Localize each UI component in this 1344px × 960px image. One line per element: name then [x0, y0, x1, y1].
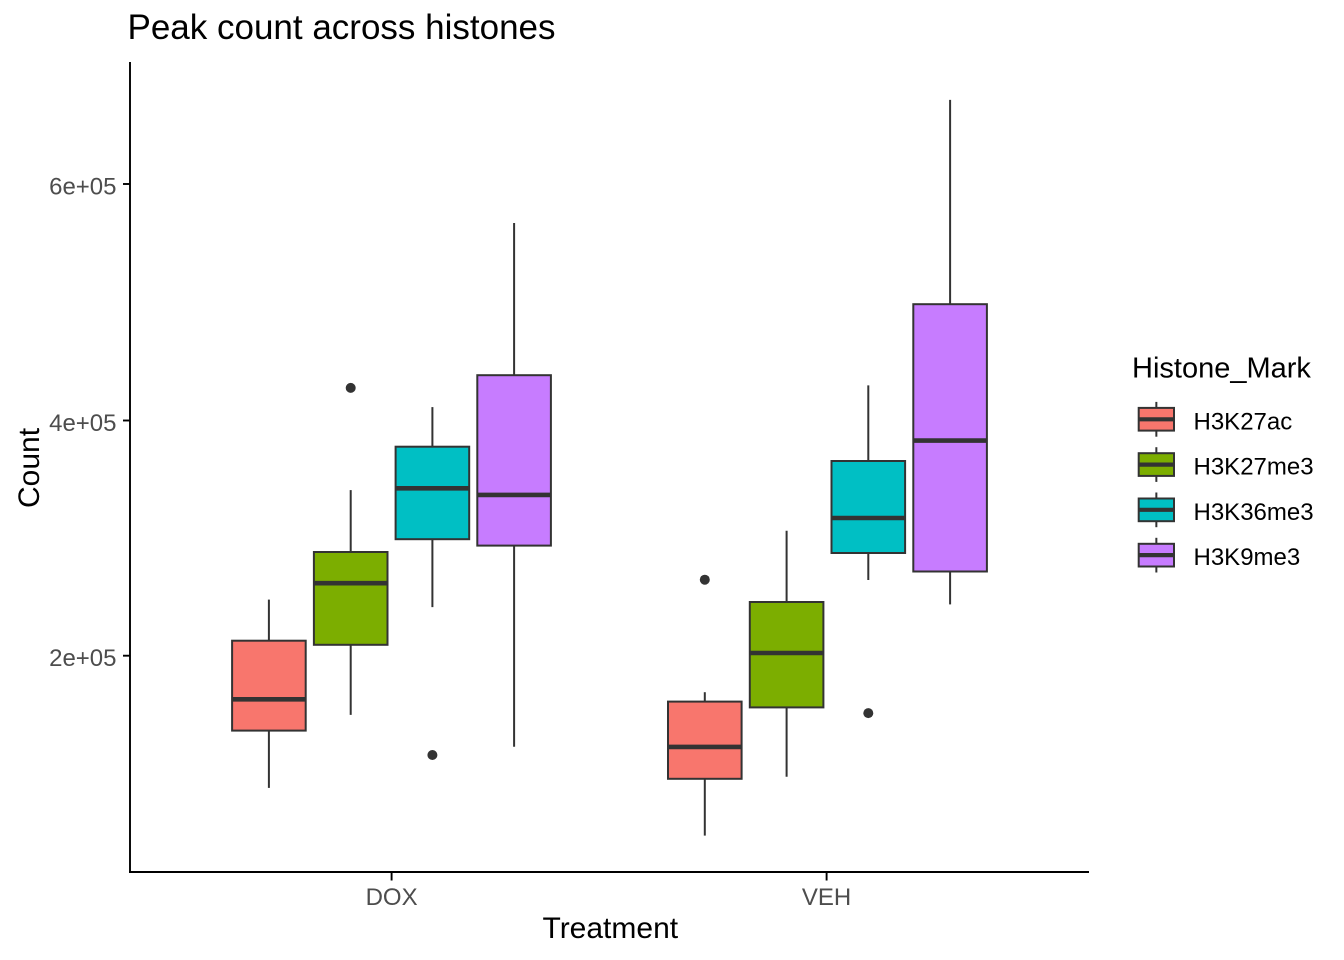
svg-text:H3K27ac: H3K27ac [1194, 408, 1293, 435]
svg-text:VEH: VEH [802, 884, 851, 911]
svg-text:6e+05: 6e+05 [49, 174, 116, 201]
svg-text:H3K9me3: H3K9me3 [1194, 544, 1301, 571]
svg-text:Histone_Mark: Histone_Mark [1132, 353, 1311, 385]
svg-text:DOX: DOX [366, 884, 418, 911]
svg-text:H3K36me3: H3K36me3 [1194, 499, 1314, 526]
svg-text:Count: Count [13, 427, 46, 508]
svg-text:Peak count across histones: Peak count across histones [128, 8, 556, 47]
svg-text:4e+05: 4e+05 [49, 410, 116, 437]
svg-text:2e+05: 2e+05 [49, 645, 116, 672]
svg-text:Treatment: Treatment [542, 912, 678, 945]
svg-text:H3K27me3: H3K27me3 [1194, 454, 1314, 481]
